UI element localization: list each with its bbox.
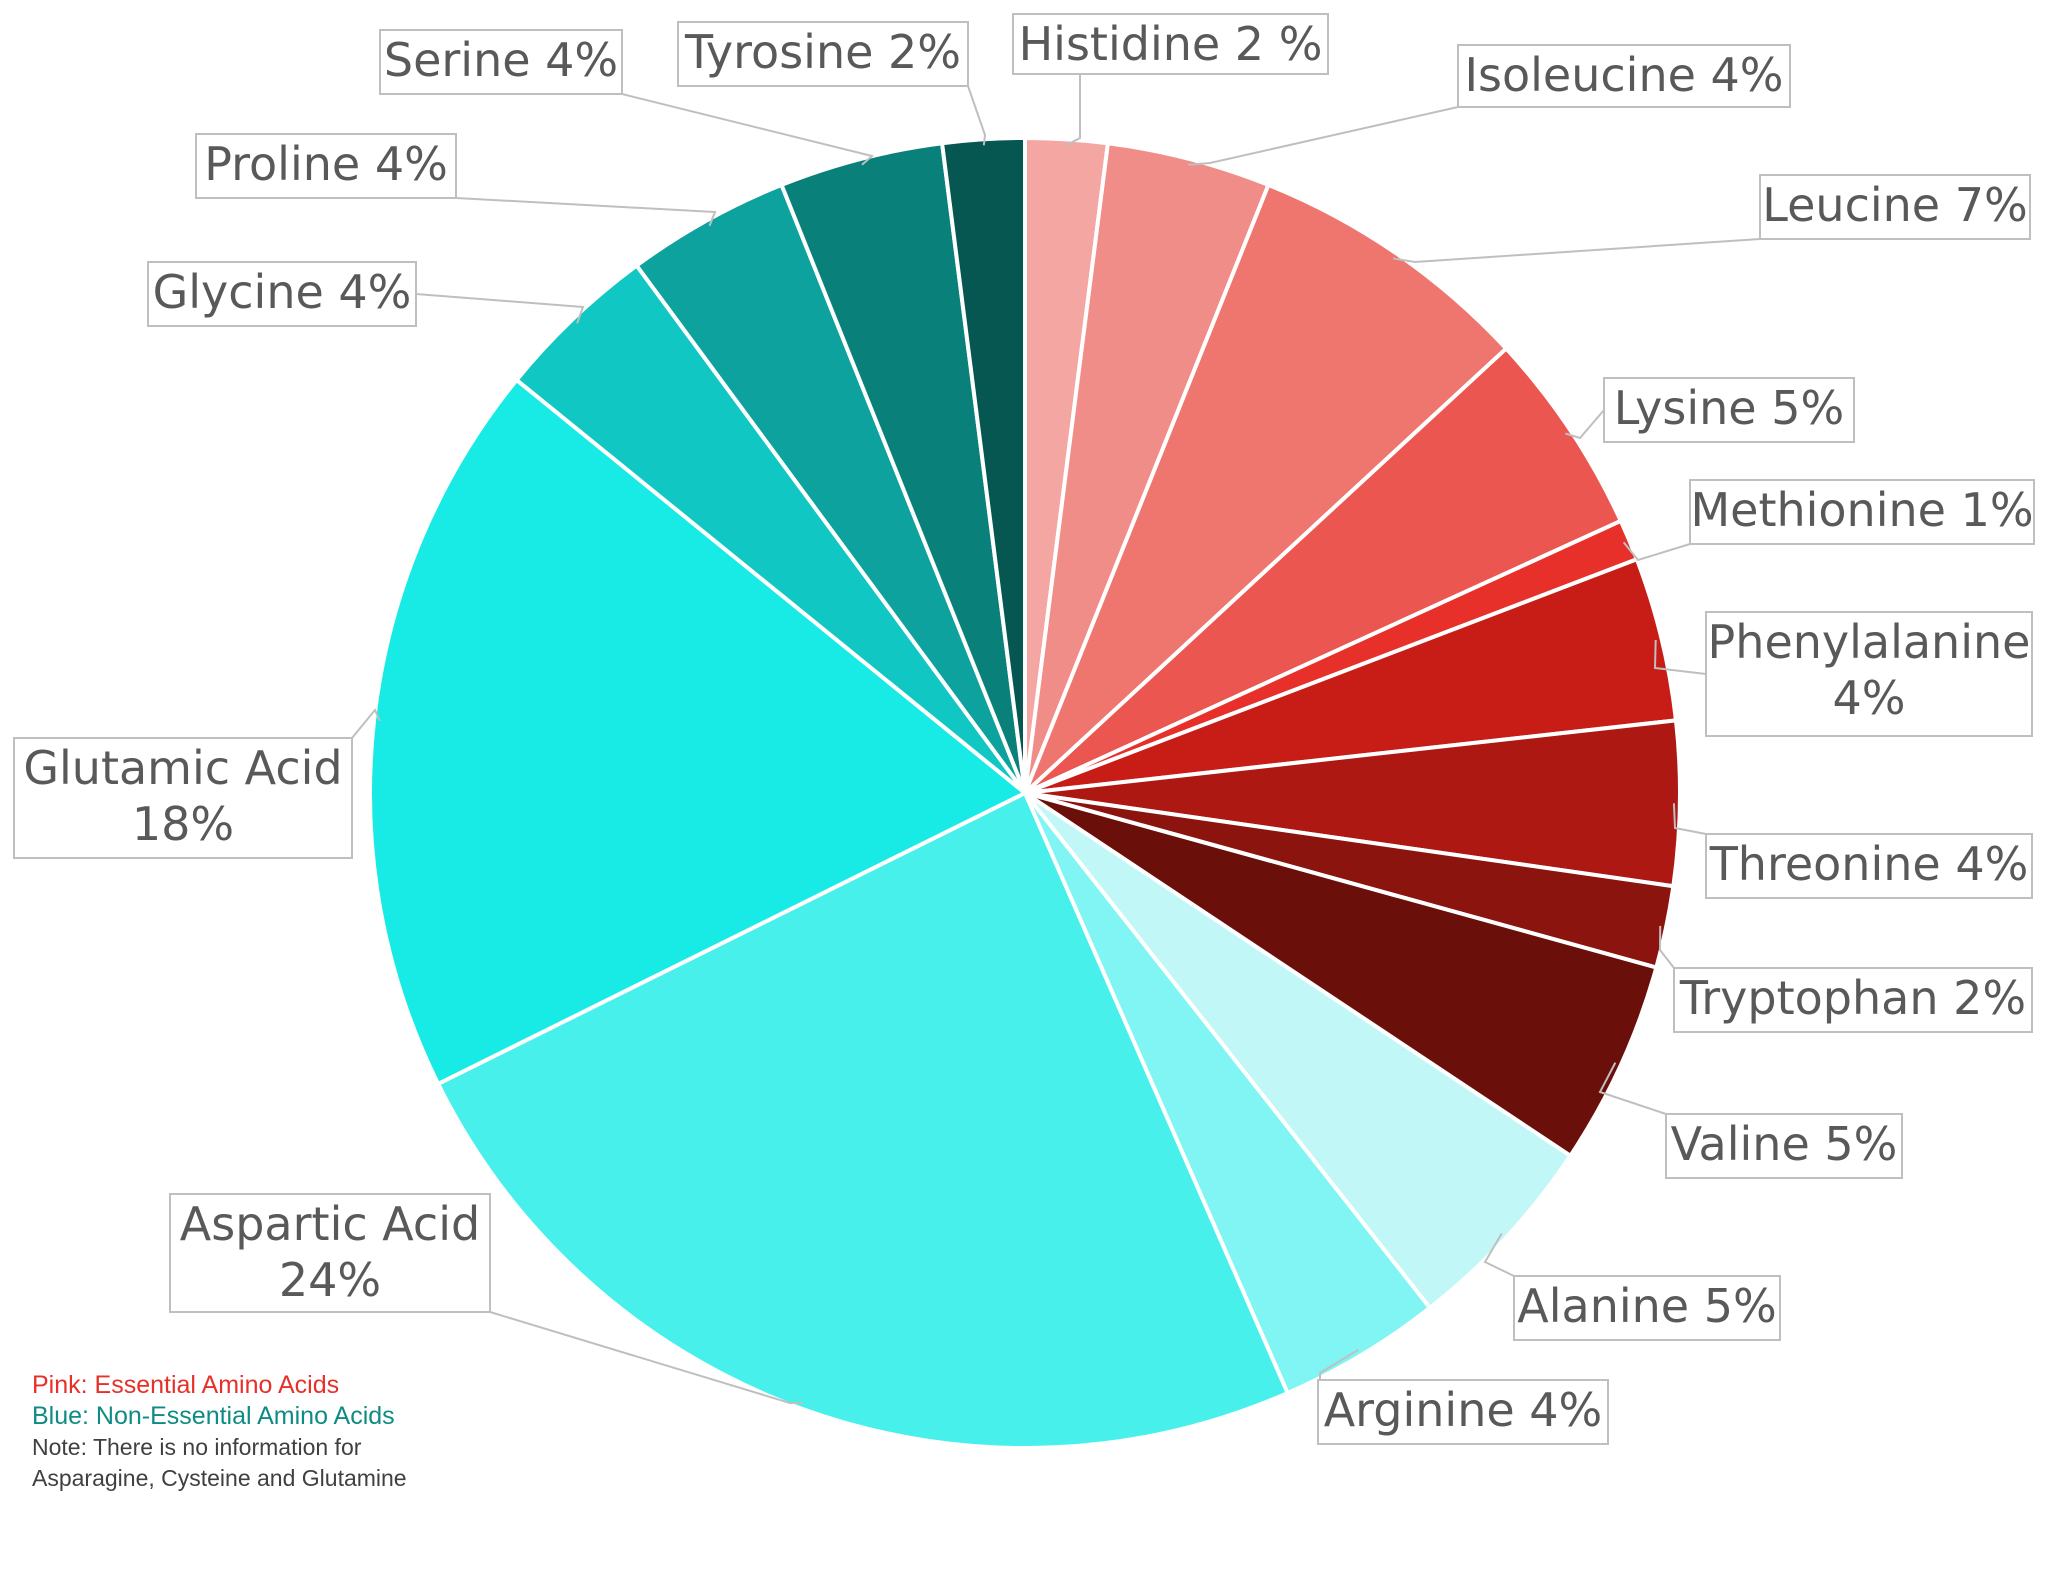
label-box-threonine [1705,833,2033,899]
slice-leucine [1023,182,1509,795]
label-box-proline [195,133,457,199]
label-box-tyrosine [677,21,969,87]
leader-lysine [1565,409,1605,440]
label-box-tryptophan [1673,967,2033,1033]
label-box-serine [379,29,623,95]
data-labels: Histidine 2 % Isoleucine 4% Leucine 7% Lysi… [13,13,2035,1445]
leader-arginine [1319,1348,1359,1380]
label-glycine: Glycine 4% [153,265,412,319]
leader-phenylalanine [1653,639,1707,675]
label-aspartic-acid: Aspartic Acid 24% [180,1197,480,1307]
slice-valine [1023,791,1659,1159]
leader-glycine [415,293,585,324]
label-box-valine [1665,1113,1903,1179]
label-tryptophan: Tryptophan 2% [1679,971,2026,1025]
label-valine: Valine 5% [1671,1117,1898,1171]
leader-histidine [1065,74,1081,147]
legend-essential: Pink: Essential Amino Acids [32,1371,340,1399]
leader-tyrosine [967,85,987,146]
slice-lysine [1023,345,1624,795]
leader-tryptophan [1658,925,1675,969]
label-box-alanine [1513,1275,1781,1341]
leader-isoleucine [1187,106,1459,166]
label-box-aspartic-acid [169,1193,491,1313]
label-serine: Serine 4% [384,33,618,87]
leader-alanine [1483,1232,1515,1277]
leader-threonine [1672,803,1707,835]
label-box-histidine [1012,13,1329,75]
label-proline: Proline 4% [204,137,448,191]
missing-data-note: Note: There is no information for Aspara… [32,1434,407,1491]
label-arginine: Arginine 4% [1324,1383,1603,1437]
leader-leucine [1392,238,1761,264]
label-box-glutamic-acid [13,737,353,859]
slice-tyrosine [939,135,1027,794]
label-leucine: Leucine 7% [1762,178,2027,232]
label-box-lysine [1603,377,1855,443]
label-box-methionine [1689,479,2035,545]
slice-alanine [1023,791,1574,1311]
label-isoleucine: Isoleucine 4% [1464,48,1783,102]
label-phenylalanine: Phenylalanine 4% [1708,615,2031,725]
label-box-leucine [1759,174,2031,240]
label-tyrosine: Tyrosine 2% [684,25,961,79]
label-box-phenylalanine [1705,611,2033,737]
label-glutamic-acid: Glutamic Acid 18% [23,741,342,851]
legend-notes: Pink: Essential Amino Acids Blue: Non-Es… [32,1370,432,1494]
leader-serine [621,93,875,166]
label-histidine: Histidine 2 % [1019,17,1323,71]
leader-aspartic-acid [489,1311,804,1405]
leader-glutamic-acid [351,708,381,739]
leader-methionine [1622,541,1691,562]
label-lysine: Lysine 5% [1614,381,1844,435]
label-box-isoleucine [1457,44,1791,108]
leader-valine [1598,1062,1667,1115]
legend-nonessential: Blue: Non-Essential Amino Acids [32,1402,395,1430]
leader-proline [455,197,717,227]
label-methionine: Methionine 1% [1690,483,2033,537]
label-box-arginine [1317,1379,1609,1445]
label-threonine: Threonine 4% [1709,837,2029,891]
label-box-glycine [147,261,417,327]
slice-glutamic-acid [368,377,1029,1087]
pie-slices [368,135,1682,1450]
label-alanine: Alanine 5% [1517,1279,1776,1333]
slice-aspartic-acid [435,790,1291,1450]
leader-lines [351,74,1761,1405]
